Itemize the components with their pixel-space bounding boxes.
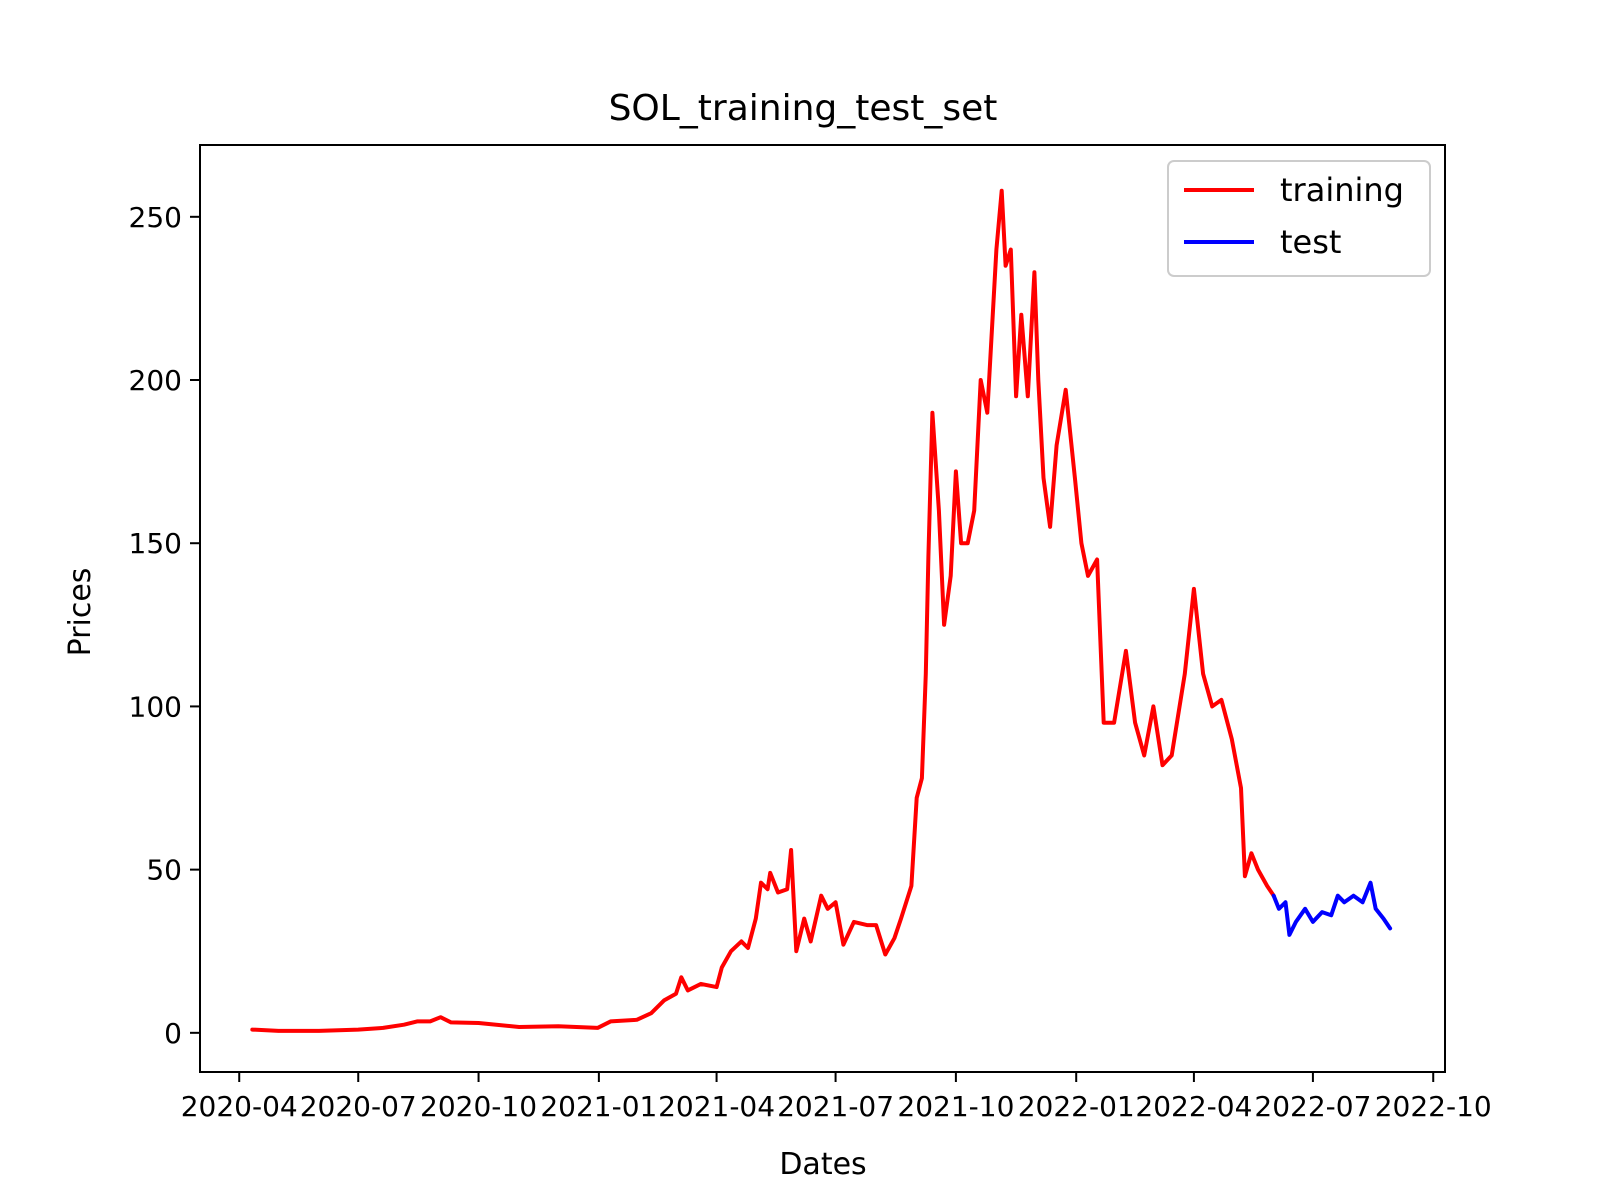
- x-tick-label: 2022-01: [1018, 1090, 1135, 1123]
- series-line-test: [1271, 880, 1393, 937]
- x-axis: 2020-04 2020-07 2020-10 2021-01 2021-04 2021-…: [181, 1072, 1492, 1123]
- x-tick-label: 2020-10: [420, 1090, 537, 1123]
- y-tick-label: 100: [129, 690, 182, 723]
- y-axis: 0 50 100 150 200 250: [129, 201, 200, 1050]
- y-tick-label: 50: [146, 854, 182, 887]
- x-tick-label: 2020-04: [181, 1090, 298, 1123]
- legend-label-training: training: [1280, 171, 1404, 209]
- y-tick-label: 0: [164, 1017, 182, 1050]
- x-tick-label: 2020-07: [300, 1090, 417, 1123]
- y-tick-label: 250: [129, 201, 182, 234]
- x-axis-label: Dates: [779, 1147, 866, 1182]
- x-tick-label: 2022-07: [1254, 1090, 1371, 1123]
- y-axis-label: Prices: [63, 568, 98, 657]
- x-tick-label: 2022-04: [1135, 1090, 1252, 1123]
- legend: training test: [1167, 160, 1431, 277]
- x-tick-label: 2021-07: [777, 1090, 894, 1123]
- series-line-training: [250, 188, 1276, 1033]
- y-tick-label: 150: [129, 527, 182, 560]
- y-tick-label: 200: [129, 364, 182, 397]
- x-tick-label: 2022-10: [1375, 1090, 1492, 1123]
- x-tick-label: 2021-10: [897, 1090, 1014, 1123]
- x-tick-label: 2021-01: [540, 1090, 657, 1123]
- plot-frame: [199, 144, 1446, 1073]
- chart-title: SOL_training_test_set: [609, 88, 998, 129]
- plot-area: [250, 188, 1393, 1033]
- x-tick-label: 2021-04: [658, 1090, 775, 1123]
- legend-label-test: test: [1280, 223, 1341, 261]
